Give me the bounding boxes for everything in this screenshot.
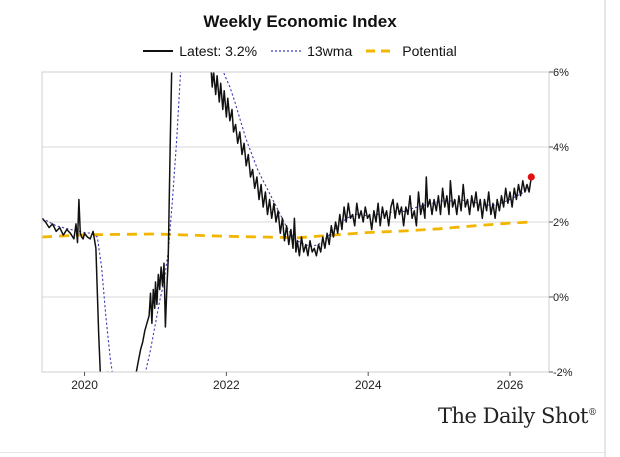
brand-logo: The Daily Shot®	[438, 404, 597, 428]
x-tick-label: 2020	[71, 378, 98, 392]
chart-legend: Latest: 3.2% 13wma Potential	[0, 43, 600, 59]
y-tick-label: 6%	[553, 67, 569, 79]
series-line-dotted	[42, 72, 532, 372]
legend-swatch-13wma	[271, 50, 302, 52]
frame-bottom-border	[0, 452, 606, 453]
point-layer	[527, 173, 535, 181]
y-tick-label: -2%	[553, 367, 573, 379]
axis-layer: 6% 4% 2% 0% -2% 2020 2022 2024 2026	[71, 67, 573, 392]
brand-name: The Daily Shot	[438, 404, 588, 428]
legend-swatch-latest	[143, 50, 174, 52]
y-tick-label: 4%	[553, 142, 569, 154]
legend-item-potential: Potential	[366, 43, 457, 59]
legend-label-potential: Potential	[402, 43, 457, 59]
registered-mark: ®	[587, 408, 597, 418]
series-layer	[42, 72, 533, 372]
x-tick-label: 2022	[213, 378, 240, 392]
frame-right-border	[604, 0, 606, 457]
legend-label-latest: Latest: 3.2%	[179, 43, 258, 59]
legend-item-latest: Latest: 3.2%	[143, 43, 257, 59]
chart-title: Weekly Economic Index	[203, 12, 397, 31]
latest-value-point	[527, 173, 535, 181]
x-tick-label: 2026	[497, 378, 524, 392]
legend-item-13wma: 13wma	[271, 43, 352, 59]
y-tick-label: 2%	[553, 217, 569, 229]
grid-layer	[42, 146, 549, 298]
y-tick-label: 0%	[553, 292, 569, 304]
legend-label-13wma: 13wma	[307, 43, 353, 59]
legend-swatch-potential	[366, 49, 397, 53]
series-line-solid	[42, 72, 533, 372]
x-tick-label: 2024	[355, 378, 382, 392]
